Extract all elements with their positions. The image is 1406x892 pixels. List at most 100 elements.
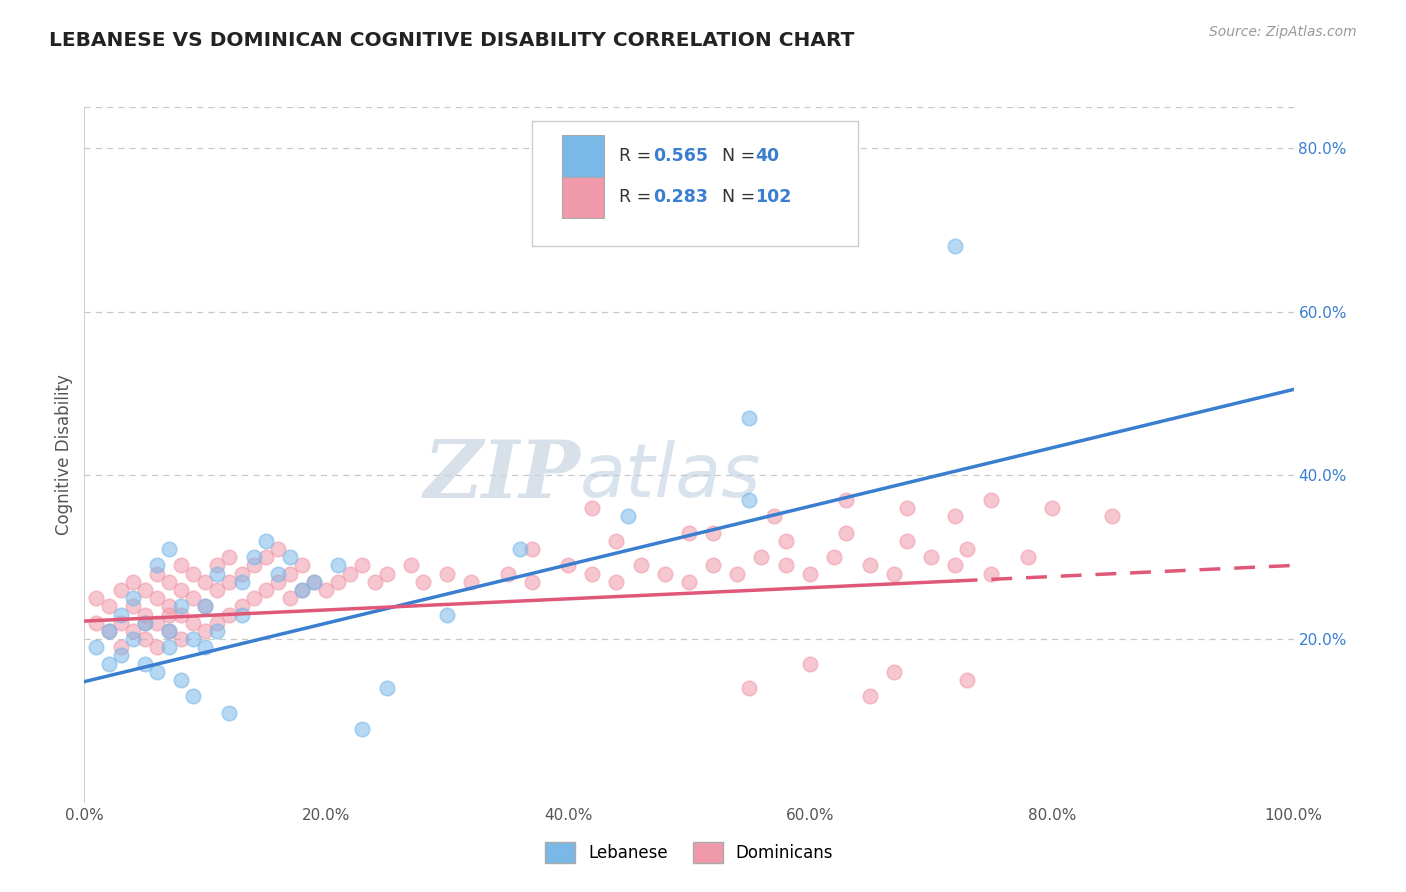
Point — [146, 615, 169, 630]
Point — [207, 582, 229, 597]
Point — [799, 566, 821, 581]
Point — [170, 607, 193, 622]
Point — [181, 690, 204, 704]
Point — [896, 501, 918, 516]
Point — [146, 566, 169, 581]
Text: 40: 40 — [755, 147, 779, 165]
Point — [181, 591, 204, 606]
Point — [157, 624, 180, 638]
Point — [146, 640, 169, 655]
Point — [146, 665, 169, 679]
Point — [302, 574, 325, 589]
Point — [883, 665, 905, 679]
Point — [436, 566, 458, 581]
Point — [218, 550, 240, 565]
Text: R =: R = — [619, 147, 657, 165]
Point — [352, 558, 374, 573]
Point — [254, 582, 277, 597]
Point — [267, 574, 290, 589]
FancyBboxPatch shape — [562, 177, 605, 219]
Text: N =: N = — [721, 147, 761, 165]
Point — [762, 509, 785, 524]
Point — [97, 599, 120, 614]
Point — [194, 574, 217, 589]
Text: 0.565: 0.565 — [652, 147, 707, 165]
Point — [678, 574, 700, 589]
Point — [823, 550, 845, 565]
Point — [86, 640, 108, 655]
Point — [738, 681, 761, 696]
Point — [134, 615, 156, 630]
Point — [654, 566, 676, 581]
Point — [896, 533, 918, 548]
Point — [799, 657, 821, 671]
Point — [339, 566, 361, 581]
Point — [605, 533, 627, 548]
Text: atlas: atlas — [581, 440, 762, 512]
Point — [231, 566, 253, 581]
Point — [170, 582, 193, 597]
Point — [97, 657, 120, 671]
Point — [170, 599, 193, 614]
Point — [1101, 509, 1123, 524]
Text: Source: ZipAtlas.com: Source: ZipAtlas.com — [1209, 25, 1357, 39]
Point — [181, 615, 204, 630]
Point — [509, 542, 531, 557]
Point — [110, 615, 132, 630]
Point — [170, 632, 193, 646]
Point — [231, 574, 253, 589]
Point — [97, 624, 120, 638]
Point — [157, 607, 180, 622]
Point — [835, 525, 858, 540]
Point — [956, 673, 979, 687]
Point — [242, 591, 264, 606]
Point — [134, 657, 156, 671]
Text: 0.283: 0.283 — [652, 188, 707, 206]
Point — [278, 550, 301, 565]
Point — [110, 582, 132, 597]
Point — [302, 574, 325, 589]
Point — [121, 624, 143, 638]
Point — [630, 558, 652, 573]
Point — [121, 632, 143, 646]
Point — [725, 566, 748, 581]
Point — [218, 607, 240, 622]
Point — [146, 558, 169, 573]
Point — [702, 525, 724, 540]
Point — [207, 615, 229, 630]
Text: R =: R = — [619, 188, 657, 206]
Point — [617, 509, 640, 524]
Point — [738, 411, 761, 425]
Point — [134, 615, 156, 630]
Point — [157, 574, 180, 589]
Point — [121, 574, 143, 589]
Point — [207, 566, 229, 581]
Point — [980, 566, 1002, 581]
Point — [291, 582, 314, 597]
Point — [520, 574, 543, 589]
Point — [775, 533, 797, 548]
Point — [231, 607, 253, 622]
Point — [181, 566, 204, 581]
Point — [605, 574, 627, 589]
Point — [375, 681, 398, 696]
Y-axis label: Cognitive Disability: Cognitive Disability — [55, 375, 73, 535]
Point — [835, 492, 858, 507]
Point — [315, 582, 337, 597]
Point — [557, 558, 579, 573]
Point — [738, 492, 761, 507]
Point — [110, 607, 132, 622]
Point — [278, 566, 301, 581]
Point — [157, 640, 180, 655]
Point — [956, 542, 979, 557]
Point — [218, 706, 240, 720]
Point — [1040, 501, 1063, 516]
Point — [218, 574, 240, 589]
Point — [267, 566, 290, 581]
Point — [436, 607, 458, 622]
Point — [291, 558, 314, 573]
Point — [520, 542, 543, 557]
Point — [702, 558, 724, 573]
Point — [678, 525, 700, 540]
Point — [134, 632, 156, 646]
